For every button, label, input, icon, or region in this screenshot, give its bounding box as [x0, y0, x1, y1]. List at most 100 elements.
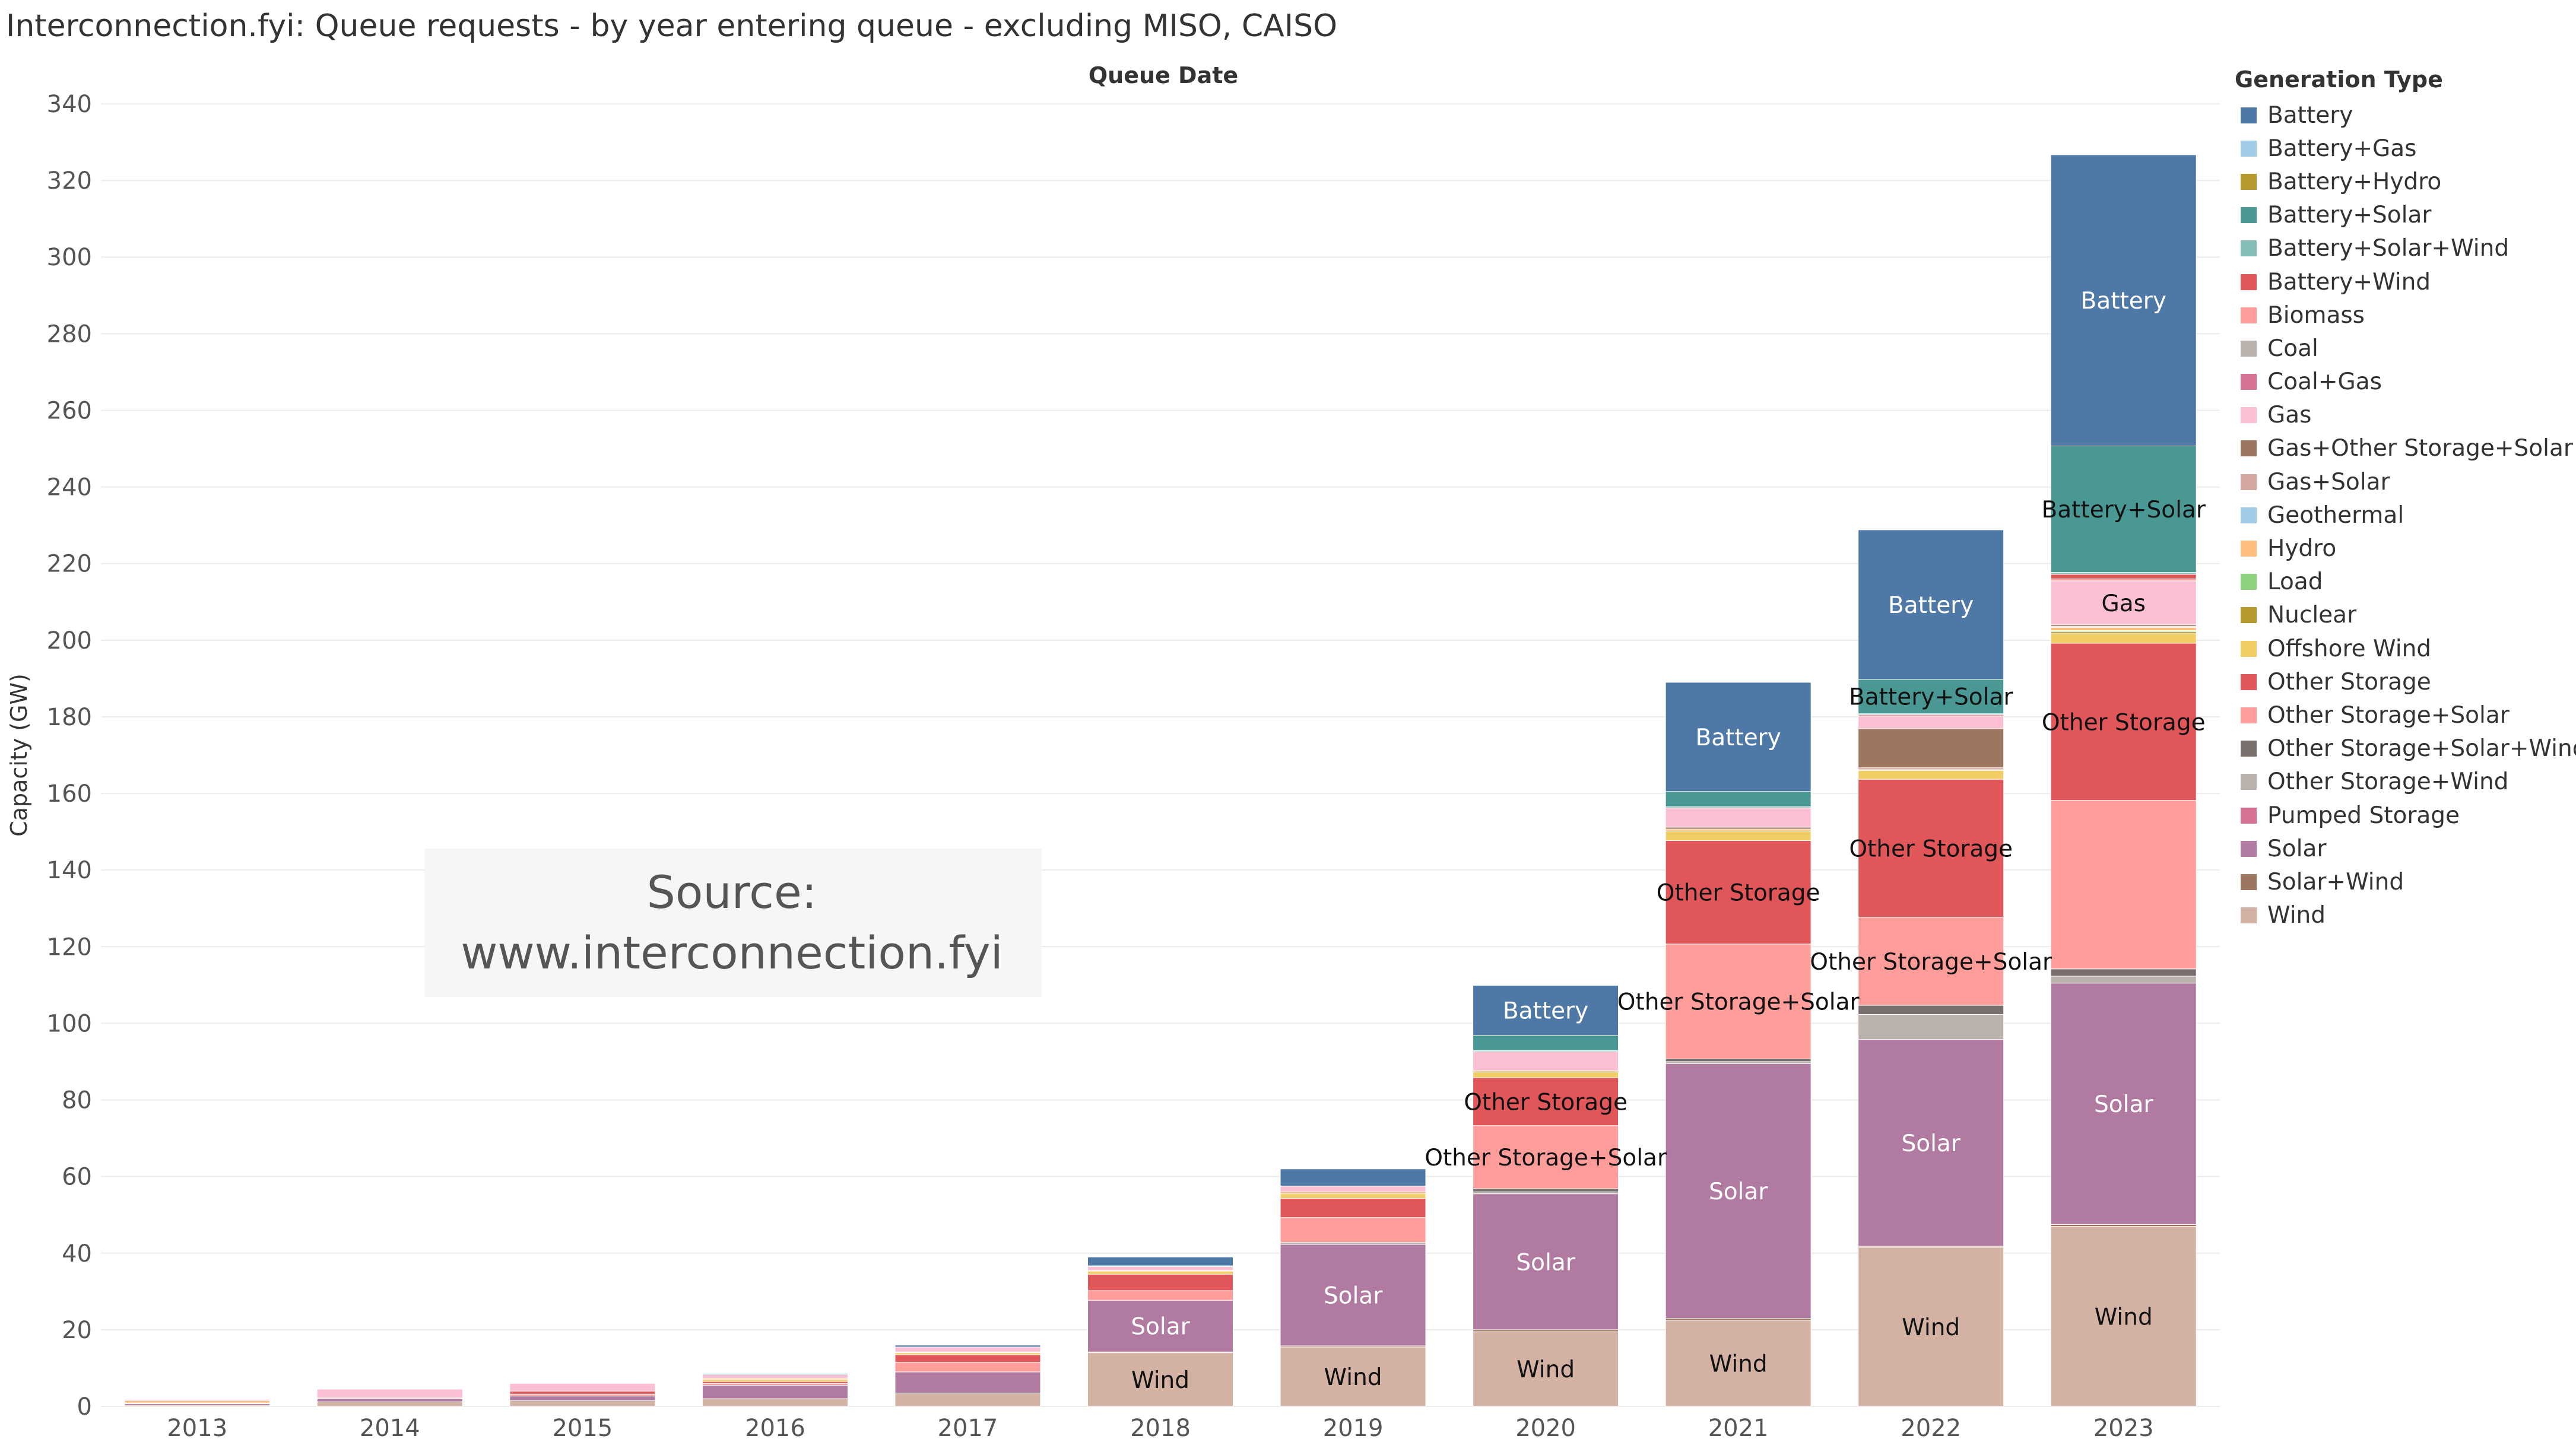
- x-tick-label: 2023: [2093, 1415, 2154, 1442]
- legend-swatch: [2241, 807, 2257, 824]
- y-tick-label: 180: [47, 704, 92, 731]
- bar-segment-2021-offshore-wind: [1665, 830, 1812, 841]
- legend-item-other-storage-solar-wind[interactable]: Other Storage+Solar+Wind: [2235, 732, 2576, 766]
- y-tick-label: 200: [47, 627, 92, 655]
- bar-segment-2023-battery: [2050, 154, 2197, 447]
- bar-segment-2021-other-storage-solar: [1665, 944, 1812, 1059]
- legend-swatch: [2241, 307, 2257, 323]
- bar-segment-2023-solar: [2050, 983, 2197, 1225]
- bar-segment-2016-wind: [702, 1398, 848, 1407]
- legend-item-battery-hydro[interactable]: Battery+Hydro: [2235, 165, 2576, 198]
- bar-segment-2022-wind: [1858, 1247, 2004, 1407]
- bar-label-2020-wind: Wind: [1517, 1357, 1575, 1383]
- bar-label-2020-solar: Solar: [1516, 1249, 1575, 1276]
- legend-swatch: [2241, 574, 2257, 590]
- bar-segment-2021-solar: [1665, 1063, 1812, 1319]
- legend-item-other-storage[interactable]: Other Storage: [2235, 665, 2576, 698]
- bar-segment-2020-other-storage-solar-wind: [1473, 1188, 1619, 1192]
- legend-swatch: [2241, 607, 2257, 624]
- legend-item-hydro[interactable]: Hydro: [2235, 532, 2576, 565]
- y-tick-label: 60: [62, 1164, 92, 1191]
- bar-segment-2023-offshore-wind: [2050, 633, 2197, 644]
- y-tick-label: 340: [47, 91, 92, 118]
- legend-label: Solar+Wind: [2267, 868, 2404, 895]
- bar-label-2018-solar: Solar: [1131, 1314, 1190, 1341]
- x-tick-label: 2022: [1901, 1415, 1961, 1442]
- bar-segment-2021-wind: [1665, 1320, 1812, 1407]
- legend-item-nuclear[interactable]: Nuclear: [2235, 599, 2576, 632]
- y-tick-label: 240: [47, 474, 92, 501]
- bar-segment-2022-other-storage: [1858, 779, 2004, 918]
- legend-item-geothermal[interactable]: Geothermal: [2235, 498, 2576, 532]
- bar-segment-2022-gas: [1858, 716, 2004, 729]
- legend-item-battery-gas[interactable]: Battery+Gas: [2235, 132, 2576, 165]
- bar-label-2022-battery: Battery: [1888, 592, 1974, 619]
- legend-item-solar-wind[interactable]: Solar+Wind: [2235, 865, 2576, 898]
- bar-segment-2020-gas: [1473, 1051, 1619, 1071]
- bar-segment-2017-other-storage-solar: [894, 1362, 1041, 1373]
- bar-segment-2018-other-storage-solar: [1087, 1290, 1233, 1301]
- legend-item-biomass[interactable]: Biomass: [2235, 298, 2576, 332]
- bar-label-2023-other-storage: Other Storage: [2042, 709, 2206, 736]
- bar-segment-2019-offshore-wind: [1280, 1193, 1426, 1199]
- x-tick-label: 2020: [1515, 1415, 1576, 1442]
- y-tick-label: 0: [77, 1393, 92, 1421]
- legend-item-other-storage-solar[interactable]: Other Storage+Solar: [2235, 698, 2576, 732]
- legend-label: Offshore Wind: [2267, 635, 2432, 662]
- y-tick-label: 320: [47, 167, 92, 195]
- legend-item-coal-gas[interactable]: Coal+Gas: [2235, 366, 2576, 399]
- bar-segment-2023-other-storage: [2050, 643, 2197, 801]
- source-annotation-line1: Source:: [647, 866, 817, 919]
- bar-segment-2022-gas-other-storage-solar: [1858, 728, 2004, 768]
- legend-swatch: [2241, 907, 2257, 924]
- legend-item-wind[interactable]: Wind: [2235, 899, 2576, 932]
- legend-label: Gas: [2267, 402, 2312, 429]
- bar-segment-2017-battery: [894, 1345, 1041, 1348]
- bar-segment-2020-other-storage-solar: [1473, 1125, 1619, 1189]
- bar-label-2019-solar: Solar: [1324, 1282, 1383, 1309]
- legend-label: Gas+Other Storage+Solar: [2267, 435, 2573, 462]
- legend-swatch: [2241, 707, 2257, 723]
- bar-segment-2021-other-storage-solar-wind: [1665, 1058, 1812, 1062]
- bar-segment-2018-battery: [1087, 1256, 1233, 1266]
- bar-segment-2015-other-storage: [509, 1390, 656, 1395]
- x-tick-label: 2016: [745, 1415, 805, 1442]
- legend-swatch: [2241, 240, 2257, 257]
- legend-item-load[interactable]: Load: [2235, 566, 2576, 599]
- legend-item-battery-solar[interactable]: Battery+Solar: [2235, 199, 2576, 232]
- bar-segment-2013-hydro: [124, 1400, 271, 1403]
- legend-item-coal[interactable]: Coal: [2235, 332, 2576, 365]
- bar-label-2022-wind: Wind: [1902, 1314, 1960, 1341]
- legend-swatch: [2241, 340, 2257, 357]
- bar-segment-2022-other-storage-solar-wind: [1858, 1005, 2004, 1015]
- legend-item-battery-wind[interactable]: Battery+Wind: [2235, 265, 2576, 298]
- bar-segment-2021-battery-solar: [1665, 791, 1812, 808]
- legend-item-gas-other-storage-solar[interactable]: Gas+Other Storage+Solar: [2235, 432, 2576, 465]
- bar-segment-2018-wind: [1087, 1352, 1233, 1407]
- bar-segment-2019-solar: [1280, 1244, 1426, 1346]
- bar-segment-2023-wind: [2050, 1226, 2197, 1407]
- legend-label: Hydro: [2267, 535, 2337, 563]
- bar-segment-2023-battery-solar: [2050, 446, 2197, 573]
- legend-item-gas-solar[interactable]: Gas+Solar: [2235, 465, 2576, 498]
- legend-item-pumped-storage[interactable]: Pumped Storage: [2235, 799, 2576, 832]
- x-tick-label: 2014: [360, 1415, 420, 1442]
- legend-item-battery-solar-wind[interactable]: Battery+Solar+Wind: [2235, 232, 2576, 265]
- bar-label-2021-solar: Solar: [1709, 1179, 1768, 1205]
- legend-label: Battery+Gas: [2267, 135, 2417, 162]
- legend-swatch: [2241, 840, 2257, 857]
- legend-item-offshore-wind[interactable]: Offshore Wind: [2235, 632, 2576, 665]
- y-tick-label: 260: [47, 397, 92, 424]
- legend-item-gas[interactable]: Gas: [2235, 399, 2576, 432]
- legend-item-solar[interactable]: Solar: [2235, 832, 2576, 865]
- bar-segment-2017-wind: [894, 1392, 1041, 1407]
- legend-item-battery[interactable]: Battery: [2235, 99, 2576, 132]
- y-tick-label: 280: [47, 320, 92, 348]
- bar-segment-2020-wind: [1473, 1331, 1619, 1407]
- legend-item-other-storage-wind[interactable]: Other Storage+Wind: [2235, 766, 2576, 799]
- bar-label-2021-other-storage: Other Storage: [1657, 880, 1820, 907]
- y-tick-label: 20: [62, 1317, 92, 1344]
- legend-swatch: [2241, 541, 2257, 557]
- y-tick-label: 140: [47, 857, 92, 884]
